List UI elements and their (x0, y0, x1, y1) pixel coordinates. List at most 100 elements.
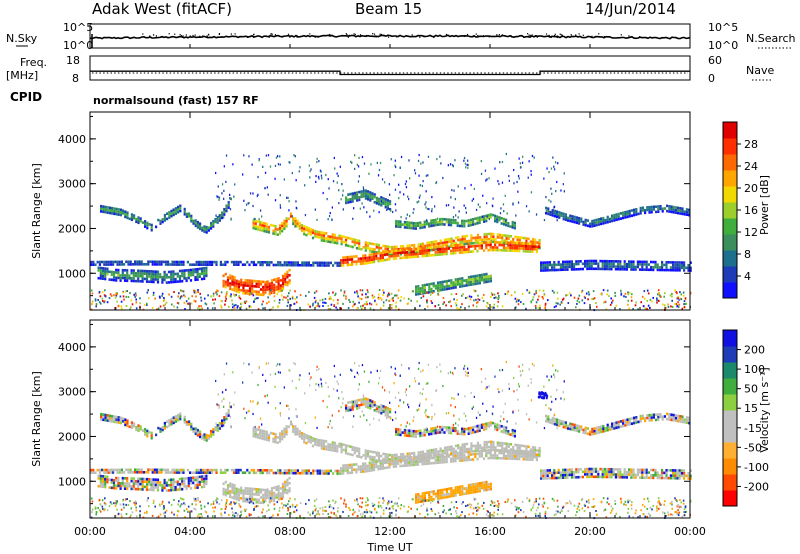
velocity-cell (121, 484, 124, 488)
power-cell (516, 238, 519, 242)
velocity-cell (379, 464, 382, 468)
power-cell (130, 271, 133, 275)
velocity-cell (408, 464, 411, 467)
power-cell (227, 203, 230, 207)
power-cell (270, 281, 274, 285)
power-cell (322, 305, 324, 307)
power-cell (513, 249, 516, 253)
power-cell (458, 224, 461, 228)
velocity-cell (113, 415, 116, 418)
power-cell (112, 276, 116, 279)
noise-dot (570, 34, 572, 36)
power-cell (633, 213, 636, 217)
power-cell (137, 277, 140, 280)
power-cell (467, 278, 470, 282)
velocity-cell (450, 450, 453, 454)
power-cell (344, 256, 347, 259)
power-cell (550, 200, 552, 203)
power-cell (592, 290, 595, 293)
power-cell (279, 289, 282, 293)
velocity-cell (480, 452, 483, 455)
velocity-cell (117, 482, 120, 485)
power-cell (439, 250, 442, 254)
power-cell (288, 268, 291, 272)
noise-dot (560, 34, 562, 36)
power-cell (659, 294, 661, 297)
power-cell (663, 268, 666, 272)
power-cell (355, 262, 358, 266)
power-cell (270, 284, 274, 287)
power-cell (563, 190, 565, 193)
velocity-cell (126, 484, 129, 488)
power-cell (496, 233, 499, 236)
power-cell (311, 236, 315, 240)
power-cell (576, 299, 579, 302)
power-cell (327, 235, 330, 238)
power-cell (450, 284, 453, 287)
power-cell (364, 256, 367, 260)
power-cell (318, 305, 321, 308)
power-cell (304, 184, 306, 187)
power-cell (525, 239, 528, 243)
velocity-cell (97, 474, 100, 478)
velocity-cell (428, 462, 431, 465)
velocity-cell (428, 491, 431, 494)
power-cell (130, 306, 132, 309)
power-cell (150, 280, 153, 284)
power-cell (371, 197, 374, 200)
power-cell (215, 214, 217, 217)
power-cell (483, 238, 486, 241)
power-cell (630, 214, 633, 217)
velocity-cell (556, 423, 559, 427)
noise-dot (234, 33, 236, 35)
velocity-cell (458, 459, 461, 462)
power-cell (432, 282, 435, 285)
velocity-cell (199, 433, 202, 436)
power-cell (481, 276, 484, 279)
velocity-cell (371, 405, 374, 408)
velocity-cell (399, 428, 402, 431)
power-cell (111, 206, 114, 210)
velocity-cell (167, 489, 171, 492)
power-cell (321, 298, 324, 301)
power-cell (289, 297, 291, 300)
power-cell (596, 305, 598, 308)
power-cell (389, 200, 392, 203)
power-cell (251, 282, 254, 285)
velocity-cell (259, 488, 263, 491)
power-cell (658, 266, 661, 269)
power-cell (431, 302, 433, 304)
power-cell (452, 218, 455, 222)
power-cell (495, 296, 497, 299)
power-cell (154, 275, 157, 279)
power-cell (104, 272, 107, 276)
power-cell (223, 216, 225, 219)
power-cell (179, 207, 182, 210)
power-cell (287, 196, 289, 199)
velocity-cell (450, 460, 453, 463)
power-cell (151, 306, 154, 309)
power-cell (674, 303, 676, 306)
noise-dot (387, 34, 389, 36)
velocity-cell (112, 486, 116, 490)
velocity-cell (478, 429, 481, 433)
power-cell (364, 254, 367, 257)
power-cell (161, 220, 164, 224)
power-cell (641, 295, 644, 298)
power-cell (463, 237, 466, 241)
power-cell (369, 191, 372, 194)
power-cell (351, 197, 354, 201)
power-cell (390, 249, 393, 253)
velocity-cell (132, 485, 135, 488)
power-cell (442, 297, 445, 299)
power-cell (112, 273, 116, 277)
power-cell (615, 304, 618, 307)
velocity-cell (485, 422, 488, 426)
velocity-cell (417, 451, 420, 454)
power-cell (381, 251, 384, 254)
velocity-cell (253, 498, 256, 501)
power-cell (234, 183, 236, 186)
velocity-cell (567, 424, 570, 428)
power-cell (231, 283, 234, 286)
velocity-cell (235, 495, 238, 498)
